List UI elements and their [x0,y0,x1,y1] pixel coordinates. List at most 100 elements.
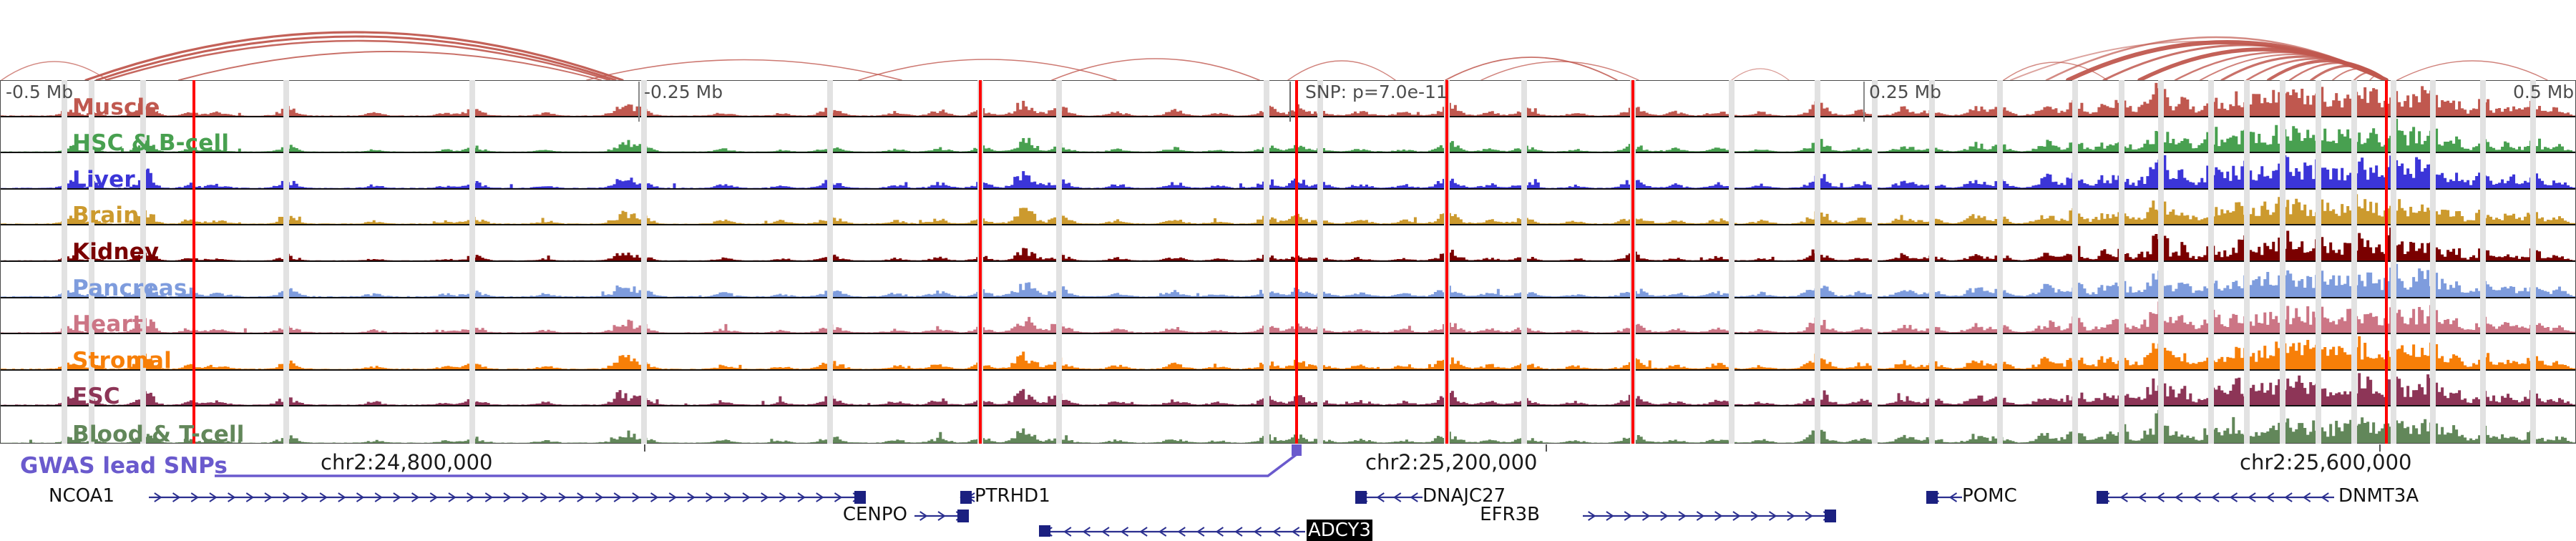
interaction-arc-track [0,0,2576,80]
gene-label-cenpo[interactable]: CENPO [842,504,907,525]
interaction-arc[interactable] [858,59,1117,80]
gene-exon-block[interactable] [1039,525,1050,537]
strand-arrow-icon [2156,492,2165,502]
gene-exon-block[interactable] [1926,491,1938,504]
track-row-liver[interactable]: Liver [1,153,2575,190]
genomic-coordinate-label: chr2:24,800,000 [321,450,493,474]
strand-arrow-icon [1063,527,1072,537]
interaction-arc[interactable] [2369,74,2387,80]
strand-arrow-icon [1215,527,1224,537]
signal-tracks-panel: Muscle HSC & B-cell Liver Brain Kidney Pancre… [0,80,2576,444]
track-row-stromal[interactable]: Stromal [1,334,2575,371]
axis-tick-label: -0.25 Mb [644,82,723,102]
strand-arrow-icon [668,492,678,502]
strand-arrow-icon [1082,527,1091,537]
track-row-heart[interactable]: Heart [1,298,2575,335]
track-label-stromal: Stromal [72,347,172,371]
strand-arrow-icon [687,492,696,502]
strand-arrow-icon [558,492,567,502]
track-row-pancreas[interactable]: Pancreas [1,262,2575,298]
interaction-arc[interactable] [84,31,624,80]
strand-arrow-icon [429,492,439,502]
track-row-kidney[interactable]: Kidney [1,225,2575,262]
gene-label-ncoa1[interactable]: NCOA1 [49,485,114,507]
coordinate-tick-mark [644,444,645,452]
strand-arrow-icon [467,492,475,502]
track-label-liver: Liver [72,166,135,190]
genomic-coordinate-label: chr2:25,600,000 [2240,450,2412,474]
interaction-arc[interactable] [1,61,108,80]
track-label-blood-t-cell: Blood & T-cell [72,421,245,443]
strand-arrow-icon [2211,492,2220,502]
coverage-profile [1,372,2575,406]
coverage-profile [1,227,2575,260]
strand-arrow-icon [1588,511,1596,521]
snp-tick-mark [1289,82,1291,122]
strand-arrow-icon [1606,511,1614,521]
interaction-arc[interactable] [104,39,611,80]
coverage-profile [1,155,2575,188]
gwas-lead-snp-marker[interactable] [1292,444,1302,456]
gene-label-pomc[interactable]: POMC [1962,485,2017,507]
arc-svg [1,31,2548,81]
strand-arrow-icon [484,492,494,502]
interaction-arc[interactable] [1287,60,1396,80]
gene-label-dnmt3a[interactable]: DNMT3A [2338,485,2419,507]
strand-arrow-icon [1696,511,1705,521]
interaction-arc[interactable] [95,35,617,80]
gene-exon-block[interactable] [2097,491,2108,504]
gene-exon-block[interactable] [1825,510,1836,522]
strand-arrow-icon [1948,492,1958,502]
track-label-muscle: Muscle [72,94,160,117]
strand-arrow-icon [613,492,622,502]
track-row-hsc-b-cell[interactable]: HSC & B-cell [1,117,2575,154]
strand-arrow-icon [1139,527,1148,537]
gene-annotation-panel: GWAS lead SNPs chr2:24,800,000 chr2:25,20… [0,444,2576,541]
strand-arrow-icon [2284,492,2293,502]
track-row-brain[interactable]: Brain [1,190,2575,226]
gene-exon-block[interactable] [1355,491,1367,504]
coverage-area [1,263,2575,297]
gene-label-dnajc27[interactable]: DNAJC27 [1423,485,1506,507]
coverage-area [1,409,2575,443]
strand-arrow-icon [797,492,806,502]
interaction-arc[interactable] [178,51,602,80]
strand-arrow-icon [2265,492,2275,502]
gene-label-adcy3[interactable]: ADCY3 [1307,520,1372,541]
gene-label-efr3b[interactable]: EFR3B [1480,504,1540,525]
interaction-arc[interactable] [2003,62,2108,80]
track-row-blood-t-cell[interactable]: Blood & T-cell [1,406,2575,443]
track-label-esc: ESC [72,384,120,407]
strand-arrow-icon [706,492,714,502]
interaction-arc[interactable] [1051,58,1260,80]
gene-label-ptrhd1[interactable]: PTRHD1 [975,485,1050,507]
strand-arrow-icon [779,492,788,502]
strand-arrow-icon [411,492,420,502]
strand-arrow-icon [1805,511,1813,521]
strand-arrow-icon [1376,492,1385,502]
track-row-esc[interactable]: ESC [1,371,2575,407]
strand-arrow-icon [1641,511,1651,521]
axis-tick-label: -0.5 Mb [6,82,74,102]
interaction-arc[interactable] [1480,61,1639,80]
strand-arrow-icon [2119,492,2128,502]
strand-arrow-icon [937,511,946,521]
strand-arrow-icon [228,492,236,502]
gene-exon-block[interactable] [854,491,866,504]
gene-exon-block[interactable] [960,491,972,504]
snp-pvalue-annotation: SNP: p=7.0e-11 [1305,82,1448,102]
coverage-profile [1,336,2575,369]
coverage-profile [1,191,2575,225]
track-row-muscle[interactable]: Muscle [1,81,2575,117]
strand-arrow-icon [374,492,383,502]
interaction-arc[interactable] [2396,60,2548,80]
gene-exon-block[interactable] [957,510,969,522]
coverage-profile [1,263,2575,297]
strand-arrow-icon [1253,527,1262,537]
strand-arrow-icon [650,492,659,502]
interaction-arc[interactable] [586,59,902,81]
track-label-heart: Heart [72,311,143,335]
interaction-arc[interactable] [1445,57,1618,80]
interaction-arc[interactable] [1731,68,1790,80]
axis-tick-label: 0.25 Mb [1869,82,1942,102]
